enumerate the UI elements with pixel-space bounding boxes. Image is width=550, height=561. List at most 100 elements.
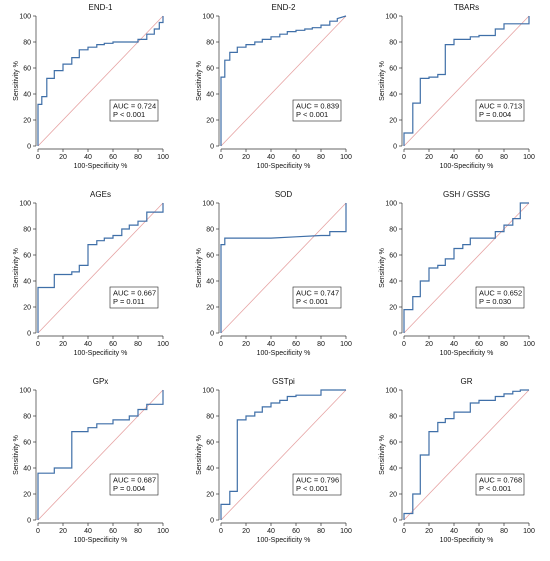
p-value: P = 0.011	[113, 297, 145, 306]
roc-curve	[403, 16, 530, 146]
auc-value: AUC = 0.652	[479, 289, 522, 298]
y-tick-label: 80	[389, 414, 397, 421]
x-tick-label: 60	[475, 341, 483, 348]
chart-title: GSTpi	[272, 377, 295, 386]
chart-title: GSH / GSSG	[443, 190, 490, 199]
x-tick-label: 100	[157, 154, 169, 161]
reference-line	[403, 389, 530, 521]
y-tick-label: 20	[23, 492, 31, 499]
reference-line	[37, 202, 164, 334]
y-tick-label: 20	[389, 492, 397, 499]
roc-curve	[220, 389, 346, 520]
x-tick-label: 100	[340, 154, 352, 161]
x-tick-label: 0	[219, 154, 223, 161]
chart-title: GPx	[93, 377, 109, 386]
x-tick-label: 100	[157, 528, 169, 535]
reference-line	[220, 15, 347, 147]
auc-box	[109, 286, 159, 309]
x-tick-label: 100	[523, 341, 535, 348]
y-tick-label: 80	[23, 227, 31, 234]
y-tick-label: 100	[385, 201, 397, 208]
x-tick-label: 60	[109, 528, 117, 535]
x-tick-label: 80	[317, 154, 325, 161]
y-tick-label: 0	[393, 331, 397, 338]
roc-plot: AGEs 0 20 40 60 80 100 0 20 40 60 80 100 100-Specific…	[13, 190, 169, 357]
roc-curve	[220, 15, 347, 146]
x-tick-label: 100	[340, 528, 352, 535]
p-value: P < 0.001	[113, 110, 145, 119]
chart-title: TBARs	[454, 3, 479, 12]
p-value: P < 0.001	[479, 484, 511, 493]
y-tick-label: 60	[206, 440, 214, 447]
roc-plot: GSTpi 0 20 40 60 80 100 0 20 40 60 80 100 100-Specifi…	[196, 377, 352, 544]
y-tick-label: 0	[27, 144, 31, 151]
x-tick-label: 60	[292, 154, 300, 161]
y-tick-label: 80	[23, 414, 31, 421]
x-axis-label: 100-Specificity %	[74, 350, 128, 357]
x-tick-label: 60	[475, 154, 483, 161]
reference-line	[220, 389, 347, 521]
x-tick-label: 40	[450, 528, 458, 535]
y-tick-label: 100	[19, 14, 31, 21]
y-tick-label: 20	[389, 305, 397, 312]
y-tick-label: 0	[27, 331, 31, 338]
y-axis-label: Sensitivity %	[196, 248, 203, 288]
x-axis-label: 100-Specificity %	[440, 537, 494, 544]
x-tick-label: 20	[425, 154, 433, 161]
x-tick-label: 100	[157, 341, 169, 348]
x-tick-label: 100	[523, 154, 535, 161]
y-axis-label: Sensitivity %	[13, 61, 20, 101]
p-value: P = 0.004	[113, 484, 145, 493]
x-tick-label: 40	[450, 341, 458, 348]
p-value: P < 0.001	[296, 110, 328, 119]
y-tick-label: 80	[389, 40, 397, 47]
roc-plot: END-2 0 20 40 60 80 100 0 20 40 60 80 100 100-Specifi…	[196, 3, 352, 170]
auc-box	[475, 99, 525, 122]
x-axis-label: 100-Specificity %	[74, 537, 128, 544]
y-tick-label: 60	[389, 253, 397, 260]
x-tick-label: 20	[425, 341, 433, 348]
y-tick-label: 60	[206, 66, 214, 73]
x-axis-label: 100-Specificity %	[440, 163, 494, 170]
auc-box	[109, 473, 159, 496]
x-tick-label: 0	[219, 341, 223, 348]
reference-line	[37, 15, 164, 147]
x-tick-label: 80	[500, 341, 508, 348]
p-value: P = 0.004	[479, 110, 511, 119]
auc-value: AUC = 0.687	[113, 476, 156, 485]
y-tick-label: 40	[389, 92, 397, 99]
y-tick-label: 80	[206, 40, 214, 47]
auc-value: AUC = 0.768	[479, 476, 522, 485]
y-tick-label: 40	[23, 279, 31, 286]
y-tick-label: 100	[19, 201, 31, 208]
x-axis-label: 100-Specificity %	[440, 350, 494, 357]
y-tick-label: 20	[206, 118, 214, 125]
auc-box	[475, 286, 525, 309]
roc-panel: END-1 0 20 40 60 80 100 0 20 40 60 80 100 100-Specifi…	[0, 0, 183, 187]
x-tick-label: 60	[109, 341, 117, 348]
y-axis-label: Sensitivity %	[13, 248, 20, 288]
x-tick-label: 80	[317, 528, 325, 535]
y-tick-label: 80	[206, 414, 214, 421]
y-tick-label: 60	[23, 440, 31, 447]
x-tick-label: 40	[84, 154, 92, 161]
roc-panel: SOD 0 20 40 60 80 100 0 20 40 60 80 100 100-Specifici…	[183, 187, 366, 374]
x-axis-label: 100-Specificity %	[74, 163, 128, 170]
x-tick-label: 0	[36, 341, 40, 348]
reference-line	[37, 389, 164, 521]
p-value: P = 0.030	[479, 297, 511, 306]
auc-value: AUC = 0.713	[479, 102, 522, 111]
reference-line	[403, 15, 530, 147]
x-tick-label: 60	[475, 528, 483, 535]
x-tick-label: 40	[450, 154, 458, 161]
x-tick-label: 100	[340, 341, 352, 348]
x-tick-label: 40	[267, 341, 275, 348]
roc-panel: AGEs 0 20 40 60 80 100 0 20 40 60 80 100 100-Specific…	[0, 187, 183, 374]
roc-panel: GSTpi 0 20 40 60 80 100 0 20 40 60 80 100 100-Specifi…	[183, 374, 366, 561]
y-tick-label: 100	[19, 388, 31, 395]
x-tick-label: 60	[292, 528, 300, 535]
y-tick-label: 20	[23, 118, 31, 125]
roc-curve	[37, 16, 164, 146]
roc-plot: TBARs 0 20 40 60 80 100 0 20 40 60 80 100 100-Specifi…	[379, 3, 535, 170]
x-tick-label: 80	[317, 341, 325, 348]
